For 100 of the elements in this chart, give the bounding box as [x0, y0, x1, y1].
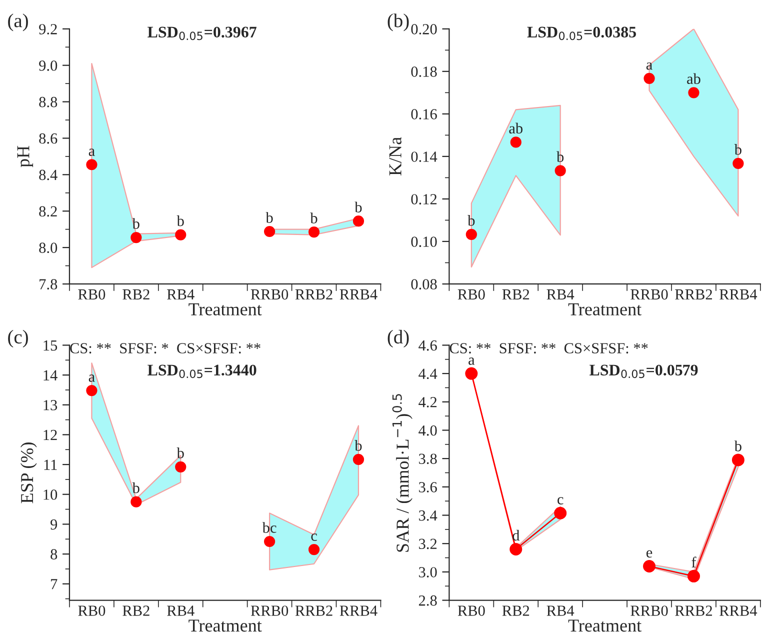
point: [688, 87, 700, 98]
y-tick-label: 8.2: [39, 206, 57, 217]
point: [175, 461, 186, 472]
point: [308, 544, 320, 556]
x-tick-label: RB2: [122, 289, 150, 300]
point: [466, 228, 477, 240]
x-tick-label: RB4: [167, 289, 194, 300]
y-tick-label: 13: [44, 400, 58, 410]
x-tick-label: RRB0: [630, 606, 668, 616]
x-axis-title: Treatment: [188, 620, 262, 632]
point: [732, 454, 744, 466]
x-tick-label: RRB2: [295, 606, 332, 616]
chart-title: (a): [8, 14, 28, 32]
x-tick-label: RB0: [458, 289, 485, 300]
annotation: b: [310, 212, 318, 224]
chart-title: (c): [8, 330, 28, 348]
point: [130, 496, 142, 508]
x-axis-title: Treatment: [568, 303, 642, 316]
annotation: a: [646, 62, 652, 70]
y-axis-title: ESP (%): [20, 442, 37, 504]
x-tick-label: RRB4: [720, 289, 758, 300]
x-tick-label: RB4: [546, 289, 574, 300]
y-tick-label: 14: [44, 370, 58, 380]
y-tick-label: 7: [51, 579, 58, 590]
x-tick-label: RB0: [458, 606, 485, 616]
x-tick-label: RRB4: [720, 606, 758, 616]
y-tick-label: 0.18: [411, 66, 437, 77]
annotation: b: [468, 215, 475, 226]
annotation: CS: ** SFSF: * CS×SFSF: **: [70, 343, 260, 354]
y-tick-label: 3.2: [419, 538, 437, 550]
annotation: CS: ** SFSF: ** CS×SFSF: **: [450, 343, 648, 354]
y-tick-label: 0.20: [411, 24, 437, 34]
x-tick-label: RB2: [502, 289, 530, 300]
annotation: f: [692, 556, 696, 568]
point: [643, 560, 656, 573]
y-tick-label: 4.2: [418, 397, 437, 408]
x-axis-title: Treatment: [188, 303, 262, 316]
y-tick-label: 8.4: [39, 170, 58, 180]
point: [86, 159, 98, 170]
chart-title: (b): [388, 14, 409, 32]
point: [264, 226, 276, 238]
annotation: b: [266, 212, 273, 223]
y-tick-label: 8.8: [39, 96, 58, 108]
point: [130, 232, 142, 244]
annotation: ab: [509, 122, 523, 134]
annotation: b: [734, 144, 742, 155]
x-tick-label: RRB0: [250, 289, 288, 300]
annotation: b: [176, 448, 184, 458]
point: [264, 536, 276, 548]
annotation: bc: [262, 522, 276, 533]
x-tick-label: RRB2: [675, 606, 712, 616]
annotation: a: [88, 374, 95, 382]
annotation: b: [176, 215, 184, 226]
point: [352, 454, 364, 466]
y-tick-label: 11: [44, 460, 57, 470]
annotation: a: [88, 148, 95, 156]
x-tick-label: RRB4: [340, 289, 378, 300]
y-tick-label: 4.0: [418, 425, 437, 436]
annotation: LSD$_{0.05}$=0.0579: [590, 364, 698, 378]
point: [175, 229, 186, 240]
x-tick-label: RRB2: [675, 289, 712, 300]
x-tick-label: RRB2: [295, 289, 332, 300]
y-tick-label: 10: [44, 490, 58, 500]
y-axis-title: SAR / (mmol·L$^{−1}$)$^{0.5}$: [392, 394, 412, 552]
y-tick-label: 9.2: [39, 24, 57, 34]
y-tick-label: 8.6: [39, 133, 58, 144]
point: [308, 226, 320, 238]
x-tick-label: RB0: [78, 606, 106, 616]
annotation: LSD$_{0.05}$=1.3440: [148, 364, 256, 378]
annotation: b: [132, 218, 140, 229]
y-tick-label: 0.16: [411, 109, 437, 120]
annotation: LSD$_{0.05}$=0.0385: [527, 26, 636, 40]
point: [510, 543, 522, 556]
x-tick-label: RB4: [167, 606, 194, 616]
point: [554, 165, 566, 176]
y-tick-label: 0.08: [411, 279, 437, 290]
annotation: b: [734, 440, 742, 452]
y-tick-label: 3.6: [419, 482, 437, 492]
y-axis-title: K/Na: [389, 137, 402, 176]
y-tick-label: 3.0: [419, 567, 437, 578]
annotation: e: [646, 550, 652, 558]
point: [510, 136, 522, 148]
x-tick-label: RB2: [122, 606, 150, 616]
y-axis-title: pH: [17, 146, 34, 168]
annotation: b: [354, 440, 362, 451]
point: [86, 384, 98, 396]
y-tick-label: 8: [50, 549, 58, 560]
y-tick-label: 4.4: [418, 368, 438, 380]
annotation: LSD$_{0.05}$=0.3967: [148, 26, 256, 40]
y-tick-label: 7.8: [40, 279, 58, 290]
x-tick-label: RB4: [546, 606, 574, 616]
y-tick-label: 8.0: [39, 242, 58, 254]
x-tick-label: RB2: [502, 606, 530, 616]
y-tick-label: 15: [44, 340, 58, 351]
annotation: b: [556, 151, 564, 162]
point: [644, 72, 655, 84]
point: [732, 158, 744, 169]
y-tick-label: 2.8: [418, 595, 437, 606]
annotation: a: [468, 358, 475, 365]
y-tick-label: 0.14: [411, 152, 438, 162]
